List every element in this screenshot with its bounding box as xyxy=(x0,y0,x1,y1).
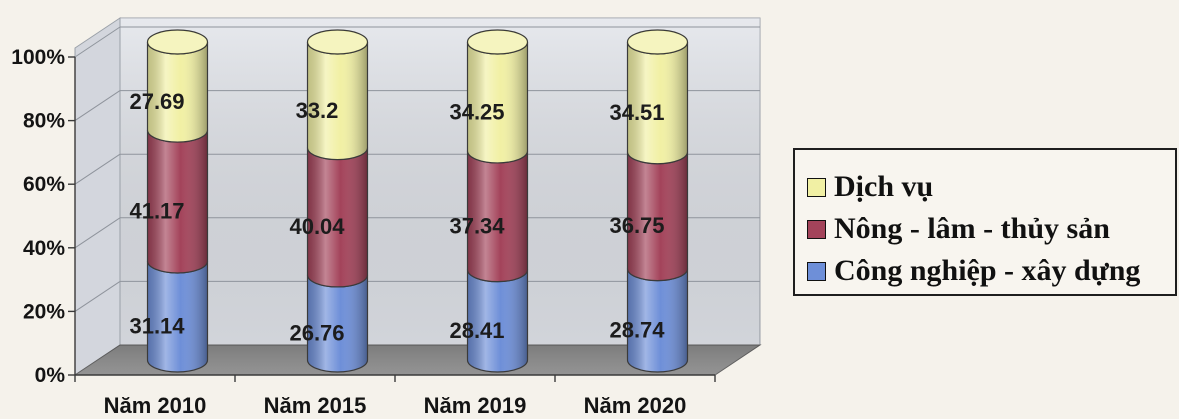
legend-swatch xyxy=(807,261,826,281)
x-tick-label: Năm 2019 xyxy=(424,393,527,418)
x-tick-label: Năm 2015 xyxy=(264,393,367,418)
side-wall xyxy=(74,17,121,376)
legend-label: Nông - lâm - thủy sản xyxy=(834,212,1110,245)
side-wall-gridline xyxy=(74,217,121,249)
legend-swatch xyxy=(807,219,826,239)
data-label: 34.25 xyxy=(449,99,504,124)
side-wall-gridline xyxy=(74,90,121,122)
legend: Dịch vụ Nông - lâm - thủy sản Công nghiệ… xyxy=(793,148,1177,296)
y-tick-label: 40% xyxy=(23,237,65,260)
data-label: 40.04 xyxy=(289,214,345,239)
legend-item-nong-lam-thuy-san: Nông - lâm - thủy sản xyxy=(795,208,1175,250)
data-label: 37.34 xyxy=(449,213,505,238)
y-tick-label: 100% xyxy=(11,46,65,69)
cylinder-top-cap-highlight xyxy=(148,31,207,53)
x-tick-label: Năm 2020 xyxy=(584,393,687,418)
data-label: 26.76 xyxy=(289,320,344,345)
cylinder-top-cap-highlight xyxy=(308,31,367,53)
cylinder-top-cap-highlight xyxy=(628,31,687,53)
x-tick-label: Năm 2010 xyxy=(104,393,207,418)
data-label: 41.17 xyxy=(129,199,184,224)
floor-shading xyxy=(75,345,760,375)
y-tick-label: 80% xyxy=(23,110,65,133)
cylinder-top-cap xyxy=(626,29,689,55)
cylinder-top-cap-highlight xyxy=(468,31,527,53)
legend-item-dich-vu: Dịch vụ xyxy=(795,166,1175,208)
cylinder-top-cap xyxy=(306,29,369,55)
data-label: 28.41 xyxy=(449,318,504,343)
data-label: 36.75 xyxy=(609,213,664,238)
side-wall-gridline xyxy=(74,280,121,312)
legend-label: Công nghiệp - xây dựng xyxy=(834,254,1141,287)
side-wall-gridline xyxy=(74,153,121,185)
legend-label: Dịch vụ xyxy=(834,170,934,203)
data-label: 27.69 xyxy=(129,89,184,114)
legend-item-cong-nghiep-xay-dung: Công nghiệp - xây dựng xyxy=(795,250,1175,292)
side-wall-gridline xyxy=(74,26,121,58)
y-tick-label: 20% xyxy=(23,300,65,323)
data-label: 34.51 xyxy=(609,100,664,125)
legend-swatch xyxy=(807,177,826,197)
y-tick-label: 60% xyxy=(23,173,65,196)
cylinder-top-cap xyxy=(146,29,209,55)
data-label: 28.74 xyxy=(609,317,665,342)
cylinder-top-cap xyxy=(466,29,529,55)
y-tick-label: 0% xyxy=(35,364,66,387)
data-label: 33.2 xyxy=(296,98,339,123)
data-label: 31.14 xyxy=(129,313,185,338)
